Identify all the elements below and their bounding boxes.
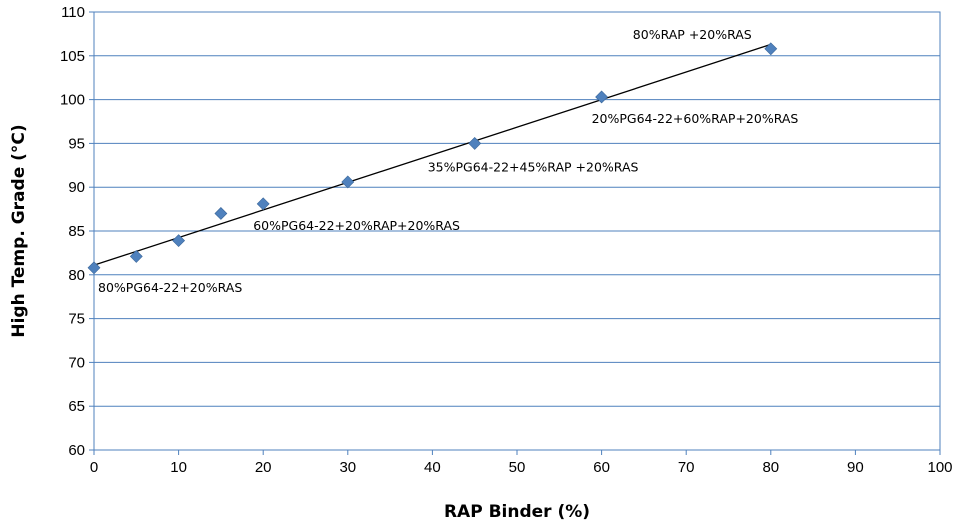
x-tick-label: 100 — [927, 459, 952, 476]
data-point — [764, 42, 778, 56]
y-tick-label: 65 — [68, 398, 85, 415]
data-point — [256, 197, 270, 211]
annotation-label: 35%PG64-22+45%RAP +20%RAS — [428, 159, 639, 174]
y-tick-label: 75 — [68, 311, 85, 328]
x-tick-label: 50 — [509, 459, 526, 476]
y-tick-label: 100 — [60, 92, 85, 109]
data-point — [341, 175, 355, 189]
grid-lines — [94, 11, 940, 451]
annotations: 80%PG64-22+20%RAS 60%PG64-22+20%RAP+20%RA… — [98, 27, 798, 295]
y-tick-label: 85 — [68, 223, 85, 240]
annotation-label: 80%RAP +20%RAS — [633, 27, 752, 42]
x-tick-label: 30 — [339, 459, 356, 476]
data-point — [595, 90, 609, 104]
annotation-label: 20%PG64-22+60%RAP+20%RAS — [592, 111, 799, 126]
x-tick-label: 10 — [170, 459, 187, 476]
data-point — [468, 136, 482, 150]
y-tick-label: 105 — [60, 48, 85, 65]
x-tick-label: 70 — [678, 459, 695, 476]
x-tick-label: 90 — [847, 459, 864, 476]
x-axis-ticks: 0 10 20 30 40 50 60 70 80 90 100 — [90, 450, 953, 476]
annotation-label: 80%PG64-22+20%RAS — [98, 280, 242, 295]
x-tick-label: 80 — [762, 459, 779, 476]
x-tick-label: 40 — [424, 459, 441, 476]
data-points — [87, 42, 778, 275]
y-tick-label: 70 — [68, 354, 85, 371]
data-point — [214, 207, 228, 220]
y-tick-label: 80 — [68, 267, 85, 284]
x-tick-label: 60 — [593, 459, 610, 476]
annotation-label: 60%PG64-22+20%RAP+20%RAS — [253, 218, 460, 233]
data-point — [87, 261, 101, 275]
y-tick-label: 90 — [68, 179, 85, 196]
x-axis-title: RAP Binder (%) — [444, 502, 590, 522]
data-point — [129, 249, 143, 263]
y-tick-label: 110 — [61, 4, 85, 21]
x-tick-label: 20 — [255, 459, 272, 476]
y-axis-title: High Temp. Grade (°C) — [9, 124, 29, 337]
x-tick-label: 0 — [90, 459, 98, 476]
y-tick-label: 95 — [68, 135, 85, 152]
trendline — [93, 43, 772, 266]
y-tick-label: 60 — [68, 442, 85, 459]
data-point — [172, 234, 186, 248]
y-axis-ticks: 60 65 70 75 80 85 90 95 100 105 110 — [60, 4, 94, 459]
